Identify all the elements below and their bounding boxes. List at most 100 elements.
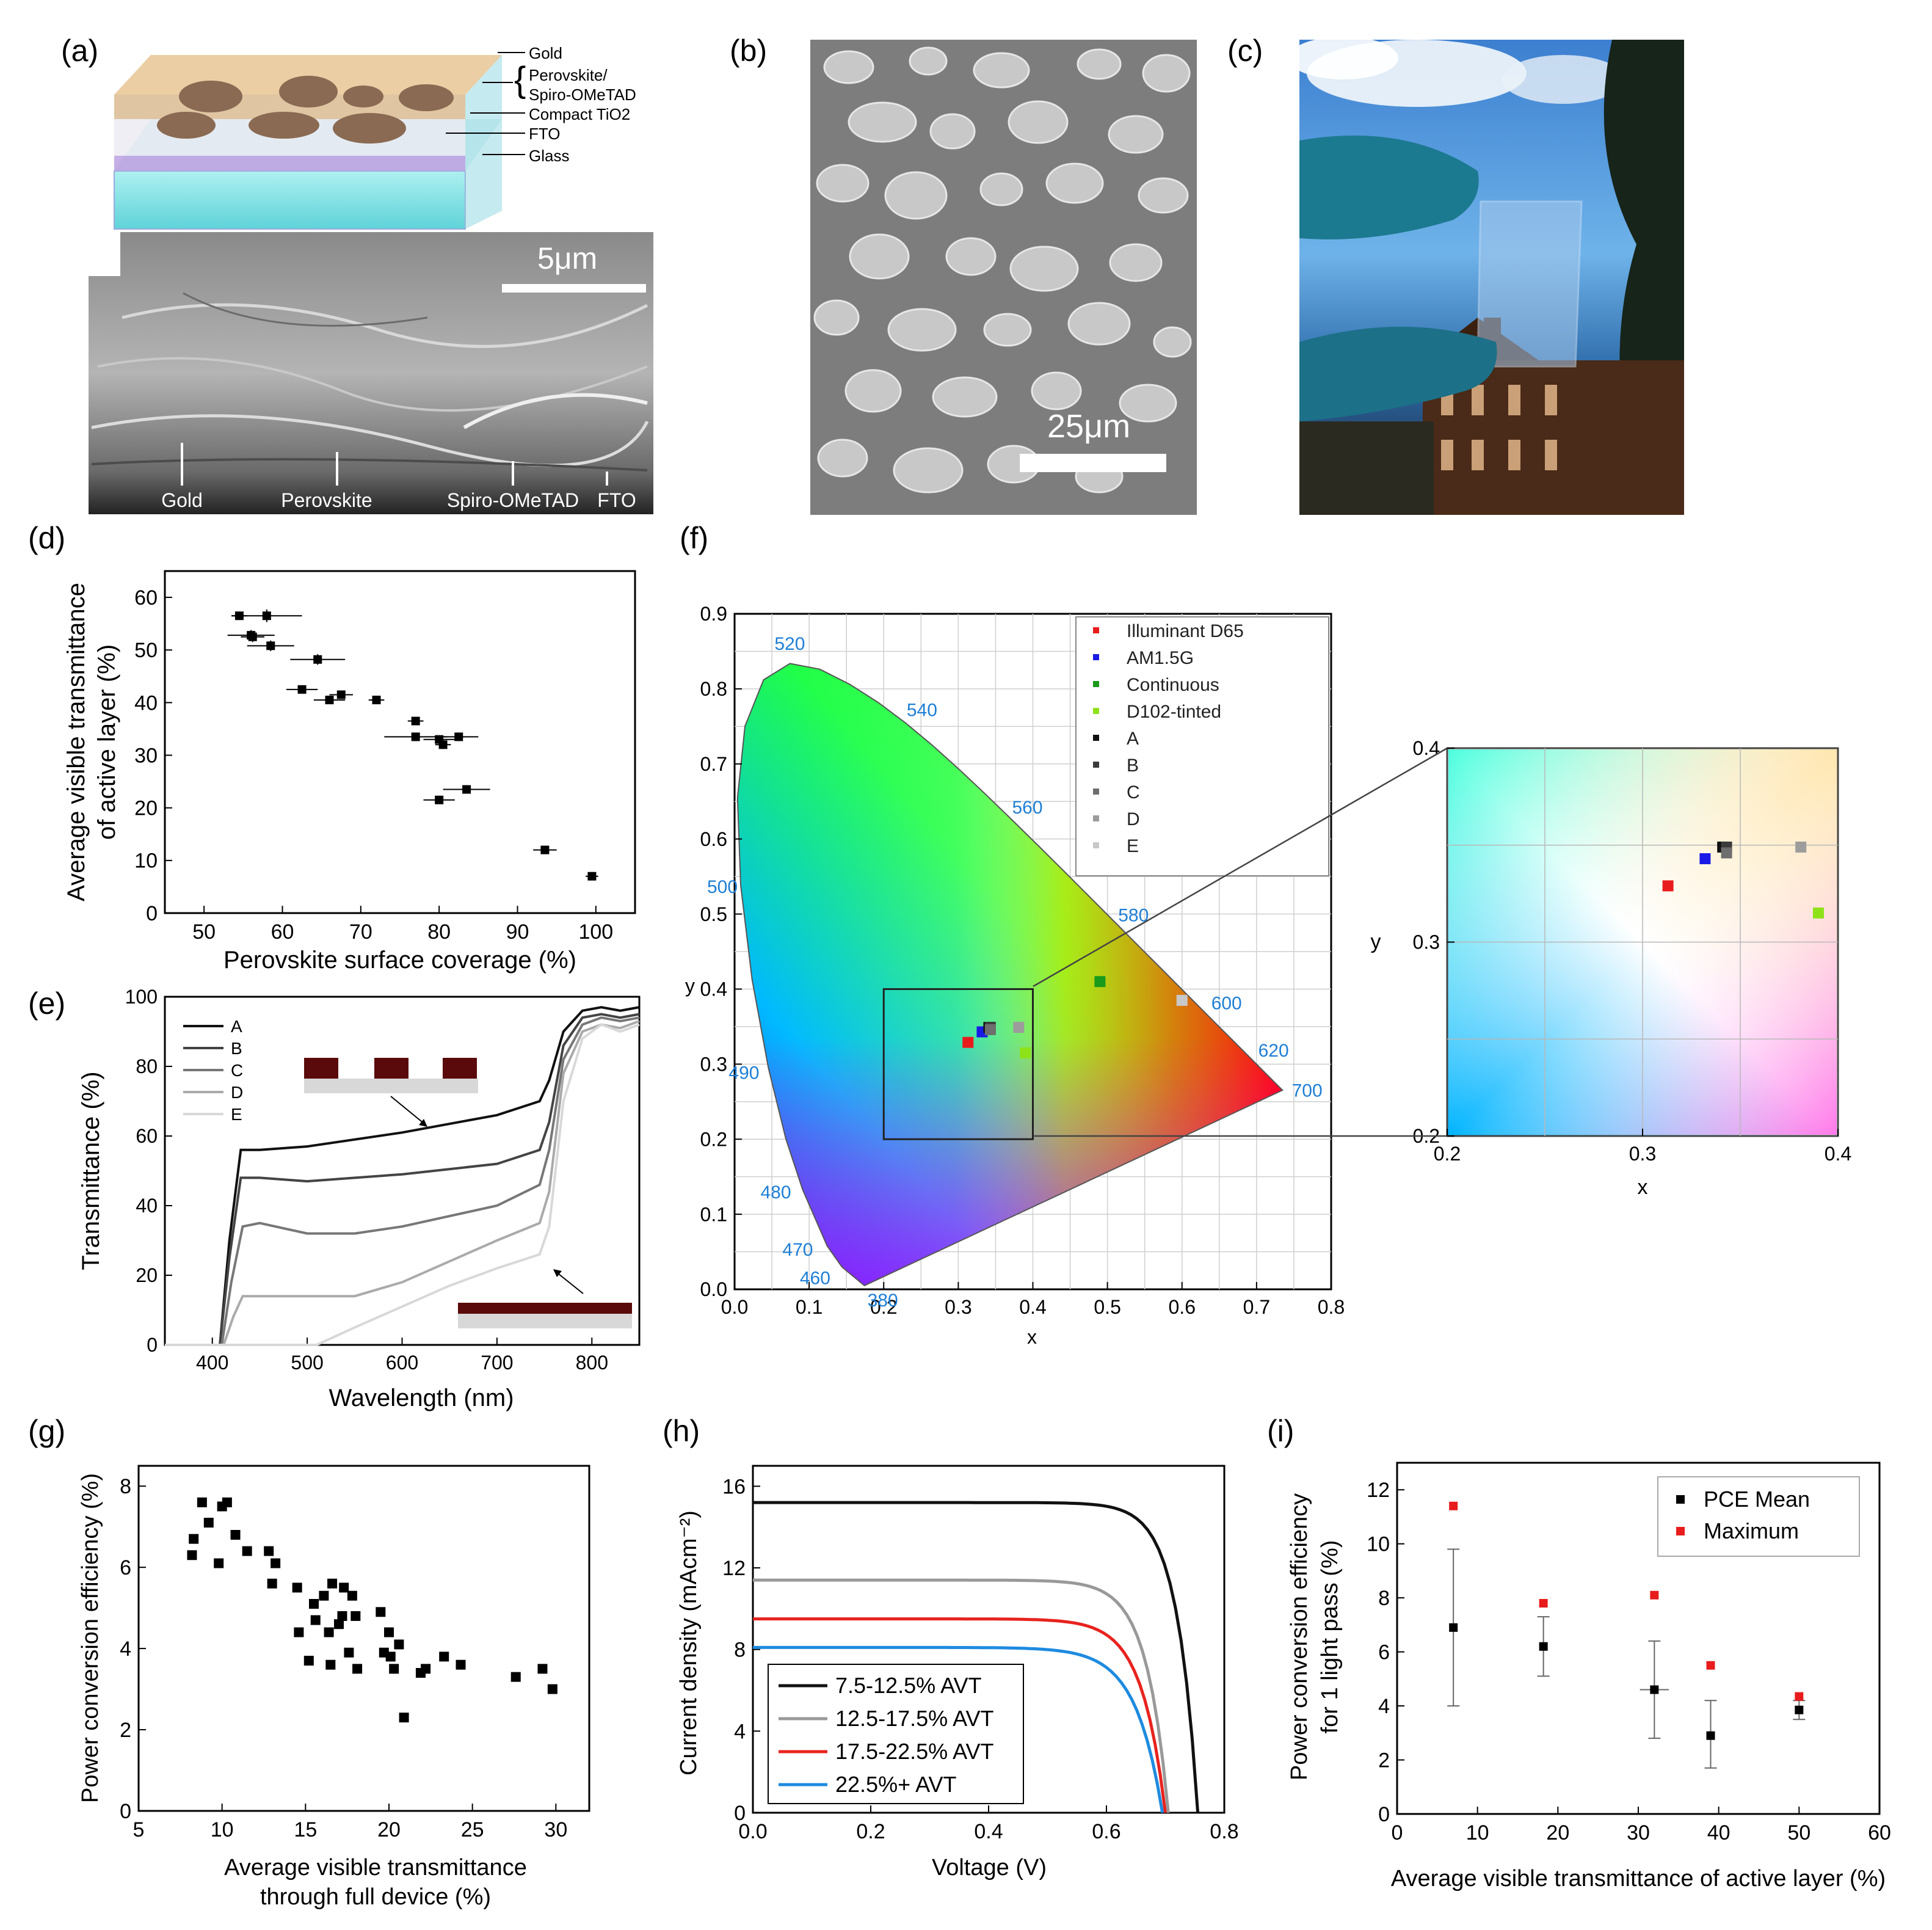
data-point [1813,907,1824,919]
legend-label: D102-tinted [1127,702,1221,722]
legend-label: 17.5-22.5% AVT [835,1739,994,1764]
y-tick-label: 0 [147,1334,158,1356]
layer-label: Gold [529,44,562,62]
device-icon-top [374,1058,409,1079]
y-tick-label: 0.7 [700,753,727,775]
data-point [266,641,275,650]
data-point [222,1497,232,1507]
y-tick-label: 8 [120,1475,131,1498]
panel-label-i: (i) [1267,1414,1294,1448]
legend-swatch [1093,842,1099,848]
data-point [1699,853,1711,864]
data-point [439,1651,449,1662]
layer-label: FTO [529,125,561,143]
plot-frame [137,1465,590,1812]
x-tick-label: 30 [1627,1821,1650,1844]
x-tick-label: 0.3 [1629,1143,1656,1165]
x-tick-label: 0.4 [1019,1296,1046,1318]
arrow-head [419,1119,427,1127]
y-tick-label: 0.6 [700,828,727,850]
y-tick-label: 0.5 [700,903,727,925]
x-axis-label: Perovskite surface coverage (%) [223,947,576,974]
legend-label: A [1127,729,1139,749]
data-point [214,1558,224,1568]
x-tick-label: 15 [294,1818,317,1841]
data-point [294,1627,304,1637]
y-tick-label: 80 [136,1055,158,1077]
x-tick-label: 0.0 [721,1296,748,1318]
data-point [1176,994,1188,1006]
data-point [1795,1692,1804,1701]
wavelength-label: 560 [1012,798,1042,818]
data-point [1539,1642,1548,1651]
data-point [325,1659,336,1670]
device-icon-top-substrate [304,1079,478,1093]
y-tick-label: 6 [120,1556,131,1579]
legend-swatch [1093,762,1099,768]
series-line [165,1020,640,1346]
legend-swatch [1093,708,1099,714]
spectral-locus-outline [736,663,1284,1287]
x-tick-label: 60 [271,920,294,944]
data-point [537,1664,548,1674]
data-point [310,1615,321,1625]
data-point [454,732,463,741]
data-point [962,1036,974,1048]
legend-swatch [1093,735,1099,741]
x-tick-label: 0.2 [1434,1143,1461,1165]
legend-label: PCE Mean [1704,1487,1810,1512]
data-point [1650,1685,1659,1694]
chart-d: 50 60 70 80 90 100 0 10 20 30 40 50 60 Perovskite su… [63,570,636,974]
x-tick-label: 700 [481,1352,513,1374]
panel-label-d: (d) [28,521,65,555]
data-point [1013,1022,1025,1033]
x-axis-label: through full device (%) [260,1884,491,1910]
y-tick-label: 50 [134,639,158,662]
data-point [337,1611,347,1621]
x-tick-label: 0.4 [974,1820,1003,1843]
data-point [339,1582,349,1593]
x-tick-label: 25 [461,1818,484,1841]
x-tick-label: 0.2 [870,1296,897,1318]
y-tick-label: 4 [120,1637,131,1661]
x-tick-label: 20 [377,1818,401,1841]
legend-swatch [1676,1527,1685,1535]
arrow [555,1271,584,1294]
data-point [271,1558,281,1568]
data-point [297,685,307,694]
data-point [248,632,257,641]
layer-label: Perovskite/ [529,66,608,84]
chart-h: 0.0 0.2 0.4 0.6 0.8 0 4 8 12 16 7.5-12.5% AVT 12.5… [676,1465,1239,1881]
legend-swatch [1093,627,1099,633]
data-point [1539,1599,1548,1608]
legend-label: D [1127,809,1140,829]
y-axis-label: for 1 light pass (%) [1317,1540,1343,1734]
data-point [384,1627,394,1637]
legend-label: 7.5-12.5% AVT [835,1673,981,1698]
data-point [1650,1590,1659,1600]
y-tick-label: 12 [1367,1479,1390,1502]
y-axis-label: Transmittance (%) [78,1071,104,1270]
wavelength-label: 480 [760,1182,791,1203]
data-point [347,1590,357,1601]
panel-label-h: (h) [663,1414,700,1448]
x-tick-label: 0.6 [1092,1820,1120,1843]
y-tick-label: 0.1 [700,1203,727,1225]
sem-label: FTO [597,489,636,511]
data-point [324,1627,334,1637]
y-axis-label: Current density (mAcm⁻²) [676,1510,702,1775]
device-icon-bottom-substrate [458,1314,632,1328]
y-tick-label: 0.3 [700,1054,727,1076]
legend-label: D [231,1083,243,1102]
series-line [753,1617,1167,1813]
zoom-box [882,988,1034,1140]
legend-label: AM1.5G [1127,648,1194,668]
data-point [385,1651,396,1662]
wavelength-label: 620 [1258,1041,1289,1061]
y-tick-label: 10 [134,850,158,873]
wavelength-label: 380 [868,1291,898,1311]
x-tick-label: 10 [1466,1821,1489,1844]
scale-bar-label: 5μm [537,241,597,275]
data-point [262,611,271,621]
